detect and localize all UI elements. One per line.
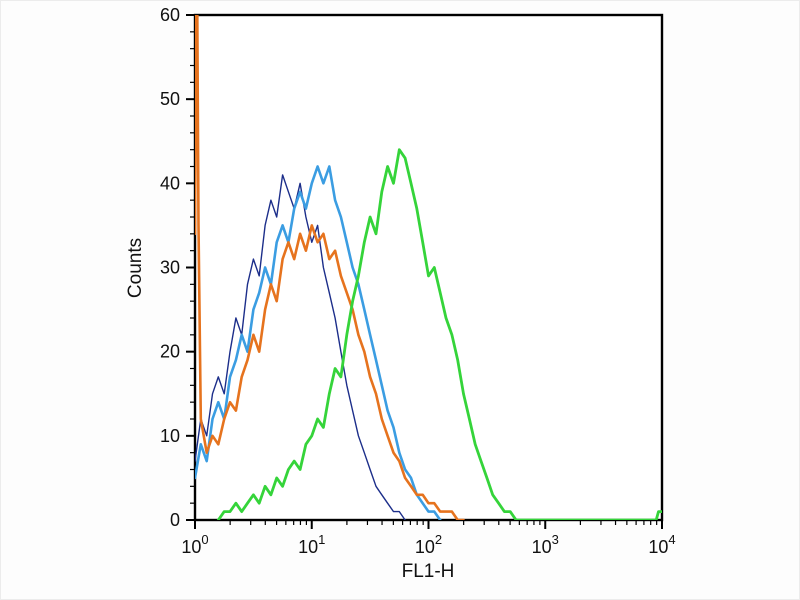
y-tick-label: 0 (170, 510, 180, 530)
series-orange-curve (195, 15, 465, 520)
y-tick-label: 30 (160, 258, 180, 278)
y-tick-label: 60 (160, 5, 180, 25)
y-axis-label: Counts (125, 238, 146, 298)
x-tick-label: 101 (298, 532, 325, 557)
series-curves (195, 15, 662, 520)
series-light-blue-curve (195, 165, 442, 520)
x-tick-label: 100 (181, 532, 208, 557)
y-tick-label: 50 (160, 89, 180, 109)
x-tick-label: 102 (415, 532, 442, 557)
y-tick-label: 20 (160, 342, 180, 362)
x-tick-label: 104 (648, 532, 675, 557)
x-axis-label: FL1-H (402, 561, 455, 582)
axis-ticks (186, 14, 663, 529)
y-tick-label: 40 (160, 173, 180, 193)
series-dark-blue-control-curve (195, 174, 406, 520)
y-tick-label: 10 (160, 426, 180, 446)
x-tick-label: 103 (532, 532, 559, 557)
tick-labels: 0 10 20 30 40 50 60 100 101 102 103 104 (160, 5, 676, 557)
series-green-curve (216, 148, 662, 520)
